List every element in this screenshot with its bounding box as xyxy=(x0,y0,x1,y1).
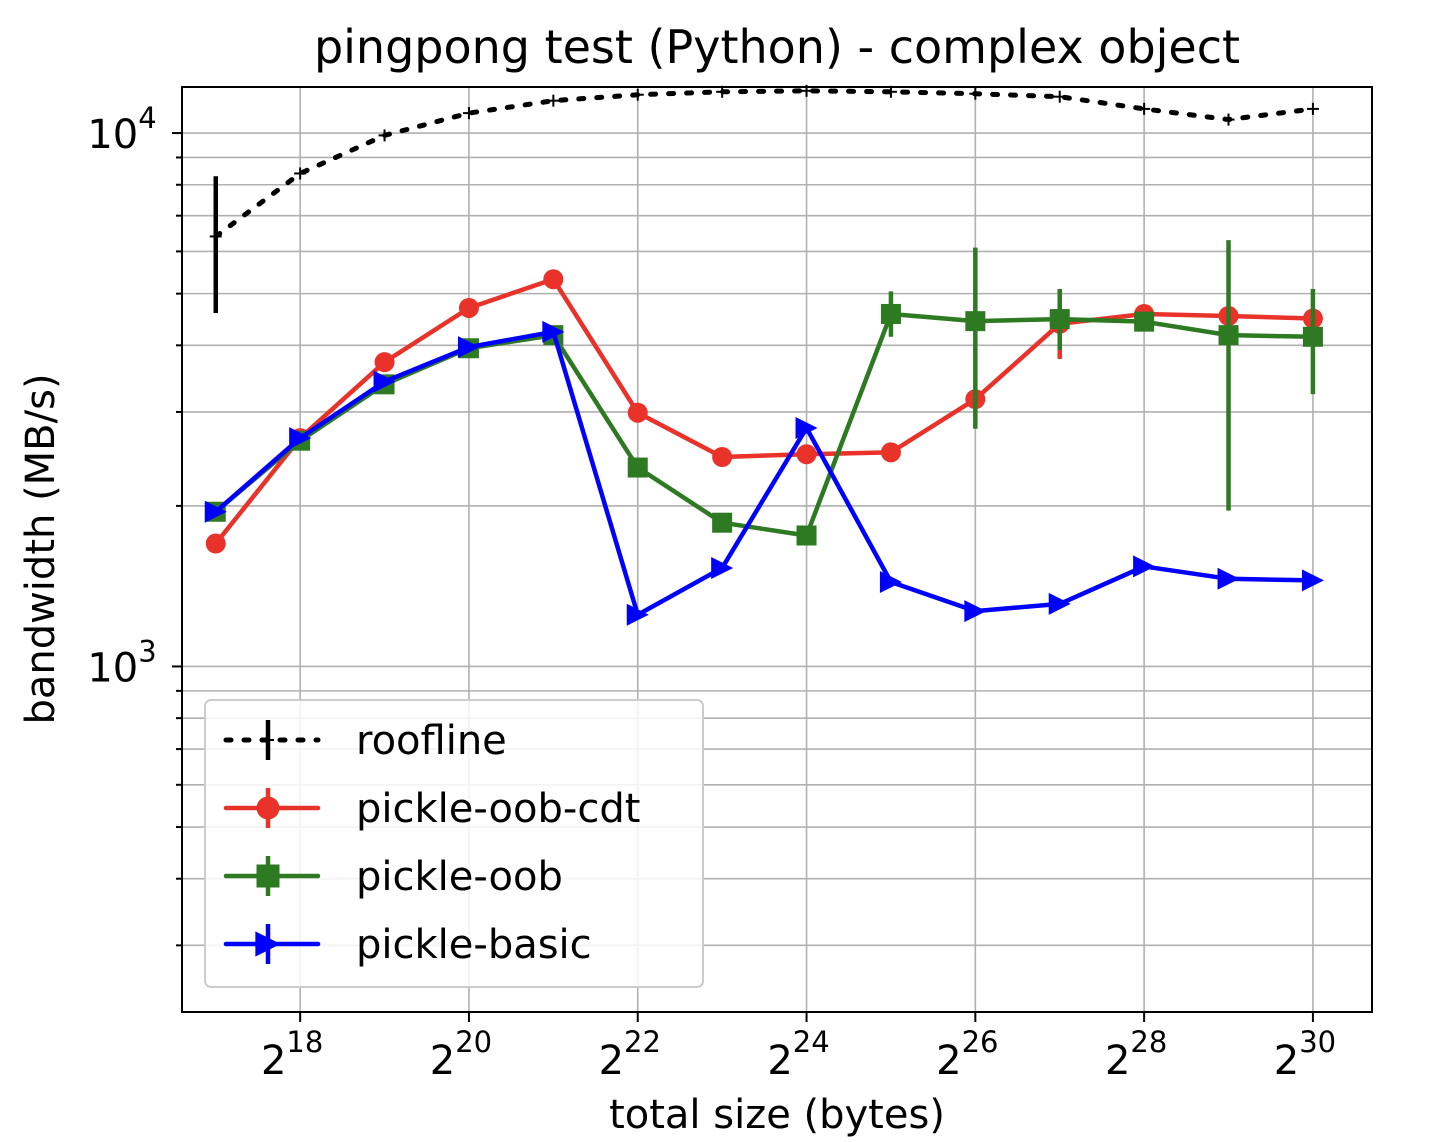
marker-triangle-right xyxy=(289,427,312,450)
marker-circle xyxy=(627,402,648,423)
plot-series xyxy=(204,84,1324,626)
marker-circle xyxy=(458,297,479,318)
marker-circle xyxy=(374,352,395,373)
legend: roofline pickle-oob-cdt pickle-oob pickle-b… xyxy=(204,699,704,988)
marker-square xyxy=(712,512,733,533)
legend-label: pickle-oob xyxy=(356,854,563,900)
marker-circle xyxy=(543,269,564,290)
legend-entry-roofline: roofline xyxy=(223,718,507,764)
marker-circle xyxy=(205,533,226,554)
legend-label: pickle-oob-cdt xyxy=(356,786,640,832)
series-line xyxy=(213,88,1316,239)
marker-triangle-right xyxy=(1048,592,1071,615)
marker-triangle-right xyxy=(1133,555,1156,578)
legend-entry-pickle-oob-cdt: pickle-oob-cdt xyxy=(223,786,640,832)
marker-square xyxy=(256,864,280,888)
marker-triangle-right xyxy=(795,416,818,439)
marker-circle xyxy=(712,446,733,467)
x-tick-label: 226 xyxy=(936,1025,998,1084)
marker-triangle-right xyxy=(879,570,902,593)
marker-square xyxy=(1049,309,1070,330)
legend-label: pickle-basic xyxy=(356,922,592,968)
x-tick-label: 224 xyxy=(767,1025,829,1084)
marker-circle xyxy=(880,442,901,463)
series-line xyxy=(213,329,1316,618)
marker-triangle-right xyxy=(1301,569,1324,592)
series-line xyxy=(213,311,1316,538)
marker-triangle-right xyxy=(255,931,281,957)
legend-label: roofline xyxy=(356,718,507,764)
x-tick-label: 220 xyxy=(430,1025,492,1084)
series-line xyxy=(213,277,1316,546)
y-tick-label: 103 xyxy=(87,634,156,691)
chart-title: pingpong test (Python) - complex object xyxy=(314,20,1240,74)
marker-triangle-right xyxy=(711,556,734,579)
marker-triangle-right xyxy=(373,370,396,393)
marker-square xyxy=(1302,326,1323,347)
axes: 218 220 222 224 226 228 230 104 103 xyxy=(87,101,1336,1084)
marker-square xyxy=(627,457,648,478)
legend-entry-pickle-oob: pickle-oob xyxy=(223,854,563,900)
x-tick-label: 230 xyxy=(1274,1025,1336,1084)
x-tick-label: 222 xyxy=(599,1025,661,1084)
marker-triangle-right xyxy=(542,320,565,343)
y-axis-label: bandwidth (MB/s) xyxy=(18,373,64,724)
legend-box xyxy=(204,699,704,988)
marker-square xyxy=(1134,311,1155,332)
y-tick-label: 104 xyxy=(87,101,156,158)
marker-square xyxy=(1218,325,1239,346)
marker-triangle-right xyxy=(457,336,480,359)
marker-triangle-right xyxy=(204,500,227,523)
marker-triangle-right xyxy=(1217,567,1240,590)
marker-square xyxy=(880,303,901,324)
marker-square xyxy=(796,525,817,546)
marker-circle xyxy=(256,796,280,820)
marker-triangle-right xyxy=(964,600,987,623)
series-pickle-basic xyxy=(204,320,1324,626)
marker-square xyxy=(965,311,986,332)
x-tick-label: 228 xyxy=(1105,1025,1167,1084)
x-axis-label: total size (bytes) xyxy=(609,1092,945,1138)
plot-area-frame xyxy=(181,86,1373,1013)
marker-circle xyxy=(796,444,817,465)
marker-triangle-right xyxy=(626,603,649,626)
legend-entry-pickle-basic: pickle-basic xyxy=(223,922,592,968)
x-tick-label: 218 xyxy=(261,1025,323,1084)
series-roofline xyxy=(209,84,1319,313)
